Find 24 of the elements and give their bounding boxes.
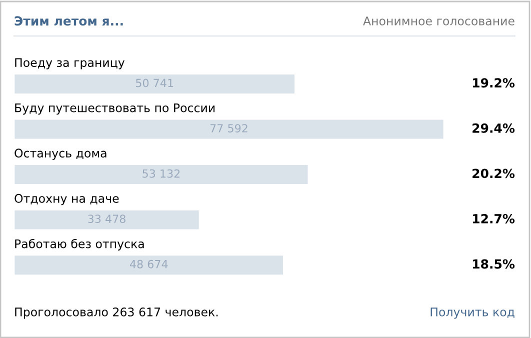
bar: [14, 208, 200, 231]
data-label: 48 674: [130, 260, 168, 268]
y-tick-label: Останусь дома: [14, 148, 106, 160]
chart-subtitle: Анонимное голосование: [363, 16, 514, 26]
data-label: 77 592: [210, 124, 248, 132]
y-tick-label: Отдохну на даче: [14, 194, 119, 206]
bar: [14, 164, 310, 186]
text: 19.2%: [472, 78, 515, 88]
y-tick-label: Работаю без отпуска: [15, 238, 144, 251]
text: 12.7%: [472, 214, 515, 224]
y-tick-label: Буду путешествовать по России: [15, 104, 215, 115]
text: 18.5%: [472, 259, 515, 269]
text: Получить код: [430, 308, 514, 319]
y-tick-label: Поеду за границу: [15, 58, 125, 70]
bar: [14, 254, 284, 276]
text: 20.2%: [472, 168, 515, 178]
bar: [14, 73, 296, 95]
data-label: 33 478: [88, 214, 126, 224]
data-label: 53 132: [142, 169, 180, 178]
text: 29.4%: [472, 123, 515, 133]
text: Проголосовало 263 617 человек.: [15, 307, 218, 319]
bar: [14, 118, 444, 140]
data-label: 50 741: [136, 78, 174, 88]
chart-title: Этим летом я...: [14, 16, 123, 26]
